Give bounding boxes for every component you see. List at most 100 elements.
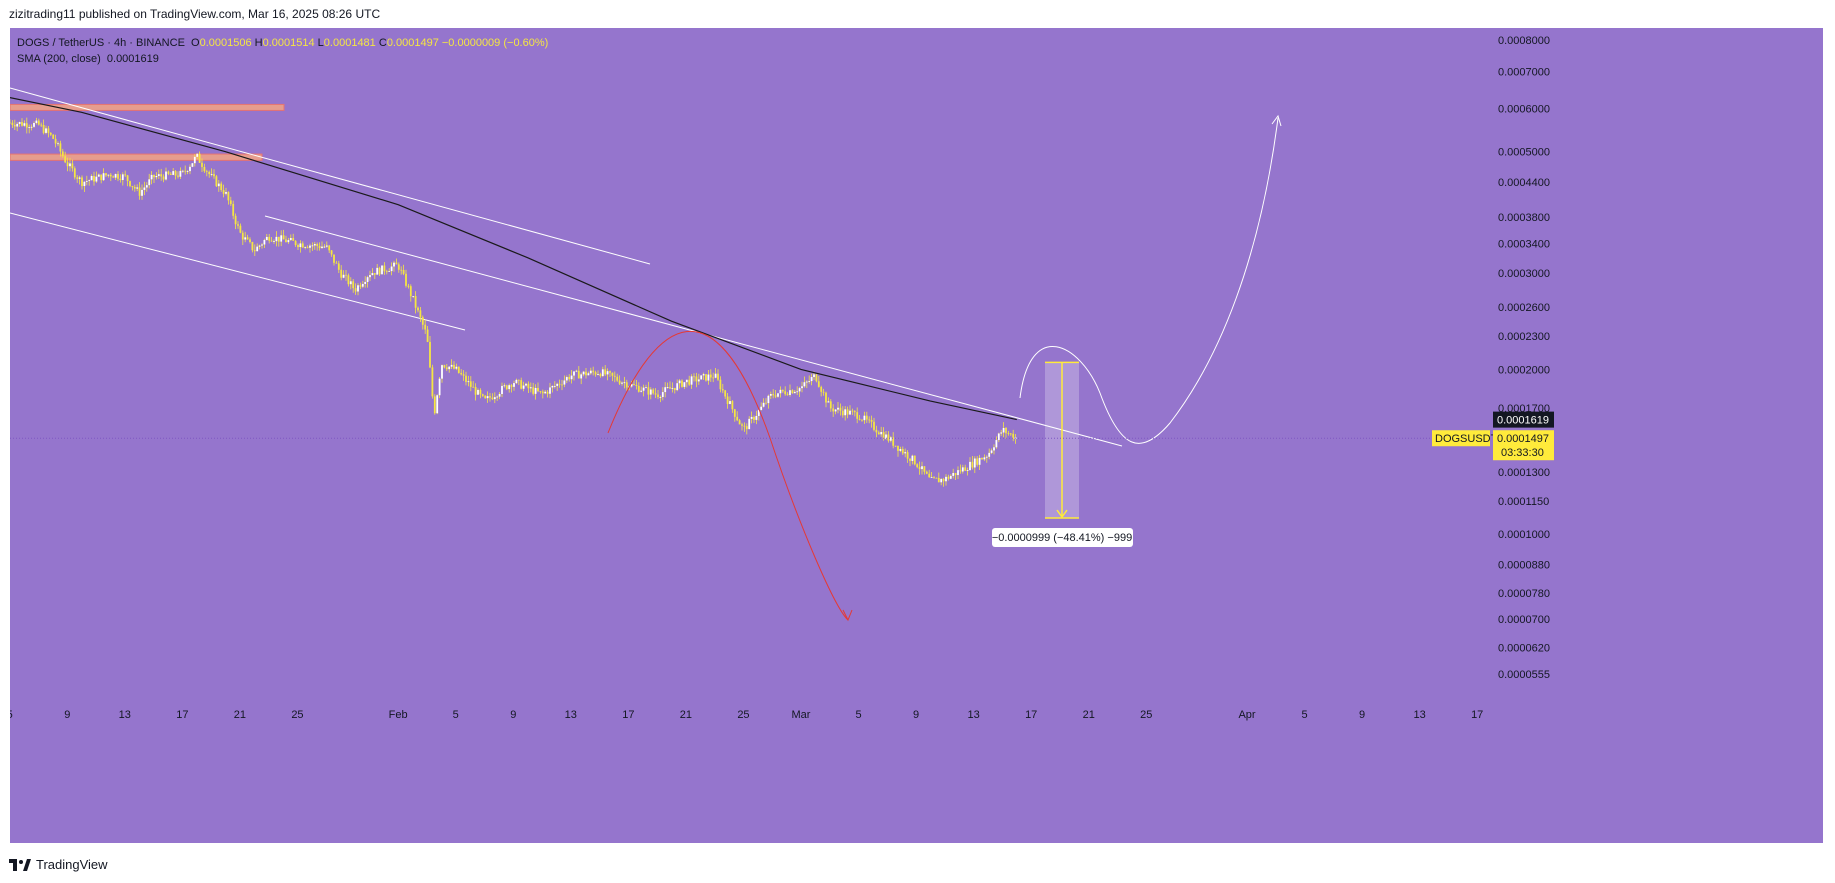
candle-body xyxy=(40,124,43,126)
candle-body xyxy=(385,271,388,273)
candle-body xyxy=(522,385,525,389)
x-tick-label: 21 xyxy=(680,709,692,721)
candle-body xyxy=(729,401,731,404)
candle-body xyxy=(985,456,988,458)
candle-body xyxy=(750,416,753,419)
candle-body xyxy=(541,391,544,394)
candle-body xyxy=(234,215,237,225)
resistance-zone-1[interactable] xyxy=(9,103,285,111)
candle-body xyxy=(90,176,93,181)
x-tick-label: 9 xyxy=(913,709,919,721)
candle-body xyxy=(402,270,405,274)
candle-body xyxy=(45,128,47,133)
candle-body xyxy=(83,181,86,187)
candle-body xyxy=(798,388,801,392)
candle-body xyxy=(753,416,755,420)
legend-close-label: C xyxy=(378,37,387,49)
candle-body xyxy=(1005,427,1007,434)
candle-body xyxy=(774,395,777,397)
candle-body xyxy=(88,180,91,182)
candle-body xyxy=(148,179,151,186)
bearish-projection-curve[interactable] xyxy=(607,330,849,621)
candle-body xyxy=(193,156,196,164)
candle-body xyxy=(503,385,506,387)
candle-body xyxy=(762,402,765,407)
candle-body xyxy=(275,236,278,242)
bullish-projection-curve[interactable] xyxy=(1019,117,1279,444)
candle-body xyxy=(37,120,40,125)
y-tick-label: 0.0003800 xyxy=(1498,212,1550,224)
candle-body xyxy=(661,392,664,397)
legend-high-label: H xyxy=(254,37,263,49)
candle-body xyxy=(383,265,386,272)
candle-body xyxy=(1007,433,1010,434)
candle-body xyxy=(198,153,201,163)
candle-body xyxy=(551,385,554,388)
candle-body xyxy=(671,387,674,389)
candle-body xyxy=(405,273,407,286)
candle-body xyxy=(174,171,177,176)
candle-body xyxy=(160,174,163,177)
candle-body xyxy=(491,397,494,400)
resistance-zone-2[interactable] xyxy=(9,153,263,161)
candle-body xyxy=(649,389,652,395)
candle-body xyxy=(585,371,587,376)
candle-body xyxy=(925,471,928,474)
chart-area[interactable]: −0.0000999 (−48.41%) −999 0.0008000 0.000… xyxy=(0,28,1823,843)
y-tick-label: 0.0001000 xyxy=(1498,529,1550,541)
candle-body xyxy=(325,245,328,247)
candle-body xyxy=(525,383,527,386)
candle-body xyxy=(21,122,23,126)
candle-body xyxy=(887,434,890,441)
candle-body xyxy=(477,389,479,395)
candle-body xyxy=(33,122,35,127)
candle-body xyxy=(921,466,923,470)
symbol-tag-label: DOGSUSDT xyxy=(1435,433,1498,445)
candle-body xyxy=(875,429,878,433)
measure-arrowhead xyxy=(1056,509,1068,519)
candle-body xyxy=(945,476,947,482)
candle-body xyxy=(205,171,208,172)
candle-body xyxy=(13,124,16,127)
candle-body xyxy=(361,283,364,287)
candle-body xyxy=(810,377,813,382)
candle-body xyxy=(97,174,100,177)
trendline-1[interactable] xyxy=(9,87,651,265)
candle-body xyxy=(685,379,688,383)
x-tick-label: 9 xyxy=(64,709,70,721)
candle-body xyxy=(937,477,940,483)
candle-body xyxy=(911,455,914,461)
candle-body xyxy=(378,267,381,275)
sma-200-line[interactable] xyxy=(0,86,1017,421)
candle-body xyxy=(601,369,604,377)
candle-body xyxy=(861,419,863,421)
x-tick-label: 9 xyxy=(1359,709,1365,721)
candle-body xyxy=(498,394,501,397)
candle-body xyxy=(429,341,431,368)
candle-body xyxy=(141,189,143,196)
candle-body xyxy=(623,382,626,384)
candle-body xyxy=(501,385,503,395)
candle-body xyxy=(520,380,523,389)
candle-body xyxy=(265,236,268,241)
candle-body xyxy=(863,415,866,421)
candle-body xyxy=(474,386,477,395)
candle-body xyxy=(873,421,875,430)
candle-body xyxy=(18,122,21,124)
candle-body xyxy=(438,378,441,396)
trendline-2[interactable] xyxy=(9,212,466,331)
candle-body xyxy=(916,464,919,468)
candle-body xyxy=(856,412,859,419)
candle-body xyxy=(359,285,362,287)
candle-body xyxy=(669,387,671,389)
price-chart[interactable]: −0.0000999 (−48.41%) −999 0.0008000 0.000… xyxy=(0,28,1823,843)
candle-body xyxy=(129,181,131,187)
candle-body xyxy=(796,391,799,393)
candle-body xyxy=(947,476,950,479)
published-header: zizitrading11 published on TradingView.c… xyxy=(9,7,381,21)
candle-body xyxy=(817,381,820,387)
candle-body xyxy=(301,243,304,248)
candle-body xyxy=(25,123,28,128)
candle-body xyxy=(705,374,707,381)
candle-body xyxy=(253,250,256,252)
